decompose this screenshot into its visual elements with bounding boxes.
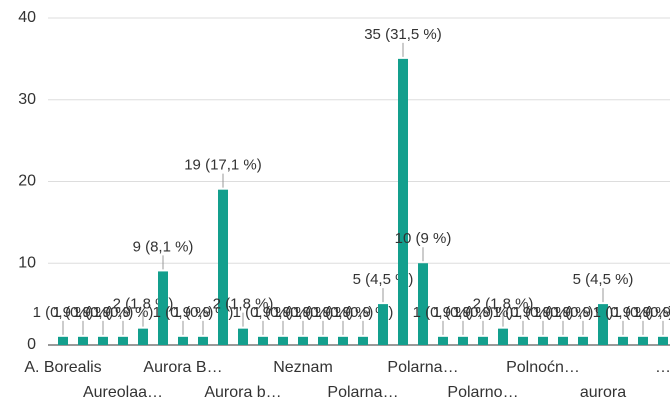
- bar: [158, 271, 168, 345]
- bar: [78, 336, 88, 345]
- x-tick-label: …: [655, 359, 670, 376]
- bar: [418, 263, 428, 345]
- y-tick-label: 30: [18, 91, 36, 108]
- data-label: 1 (0,9 %): [33, 304, 94, 321]
- data-label: 1 (0,9 %): [153, 304, 214, 321]
- data-label: 2 (1,8 %): [473, 296, 534, 313]
- data-label: 1 (0,9 %): [313, 304, 374, 321]
- x-tick-label: Polarno…: [447, 384, 518, 401]
- data-label: 1 (0,9 %): [233, 304, 294, 321]
- bar: [358, 336, 368, 345]
- bar: [538, 336, 548, 345]
- x-tick-label: A. Borealis: [24, 359, 101, 376]
- bar: [638, 336, 648, 345]
- data-label: 1 (0,9 %): [413, 304, 474, 321]
- x-tick-label: Aureolaa…: [83, 384, 163, 401]
- data-label: 9 (8,1 %): [133, 238, 194, 255]
- data-label: 35 (31,5 %): [364, 26, 442, 43]
- bar: [458, 336, 468, 345]
- data-label: 1 (0,9 %): [493, 304, 554, 321]
- data-label: 10 (9 %): [395, 230, 452, 247]
- data-label: 1 (0,9 %): [53, 304, 114, 321]
- data-label: 1 (0,9 %): [453, 304, 514, 321]
- data-label: 1 (0,9 %): [513, 304, 574, 321]
- x-tick-label: aurora: [580, 384, 626, 401]
- data-label: 1 (0,9 %): [633, 304, 670, 321]
- bar: [238, 328, 248, 345]
- data-label: 1 (0,9 %): [293, 304, 354, 321]
- bar: [378, 304, 388, 345]
- data-label: 1 (0,9 %): [613, 304, 670, 321]
- x-tick-label: Aurora b…: [204, 384, 281, 401]
- bar: [278, 336, 288, 345]
- x-tick-label: Polarna…: [327, 384, 398, 401]
- data-label: 2 (1,8 %): [213, 296, 274, 313]
- bar: [178, 336, 188, 345]
- bar: [298, 336, 308, 345]
- x-tick-label: Neznam: [273, 359, 333, 376]
- bar: [598, 304, 608, 345]
- x-tick-label: Polarna…: [387, 359, 458, 376]
- bar: [318, 336, 328, 345]
- x-tick-label: Polnoćn…: [506, 359, 580, 376]
- data-label: 1 (0,9 %): [533, 304, 594, 321]
- bar: [258, 336, 268, 345]
- bar: [58, 336, 68, 345]
- bar: [438, 336, 448, 345]
- y-tick-label: 10: [18, 254, 36, 271]
- bar: [498, 328, 508, 345]
- bar: [198, 336, 208, 345]
- bar: [138, 328, 148, 345]
- data-label: 5 (4,5 %): [573, 271, 634, 288]
- y-tick-label: 20: [18, 173, 36, 190]
- y-tick-label: 0: [27, 336, 36, 353]
- bar: [118, 336, 128, 345]
- bar: [218, 189, 228, 345]
- data-label: 1 (0,9 %): [93, 304, 154, 321]
- bar: [98, 336, 108, 345]
- bar: [618, 336, 628, 345]
- bar: [558, 336, 568, 345]
- data-label: 19 (17,1 %): [184, 157, 262, 174]
- x-tick-label: Aurora B…: [143, 359, 222, 376]
- data-label: 1 (0,9 %): [593, 304, 654, 321]
- data-label: 1 (0,9 %): [273, 304, 334, 321]
- y-tick-label: 40: [18, 9, 36, 26]
- bar: [478, 336, 488, 345]
- bar: [578, 336, 588, 345]
- bar: [338, 336, 348, 345]
- bar: [398, 58, 408, 345]
- data-label: 1 (0,9 %): [73, 304, 134, 321]
- bar: [658, 336, 668, 345]
- data-label: 1 (0,9 %): [253, 304, 314, 321]
- data-label: 1 (0,9 %): [433, 304, 494, 321]
- bar: [518, 336, 528, 345]
